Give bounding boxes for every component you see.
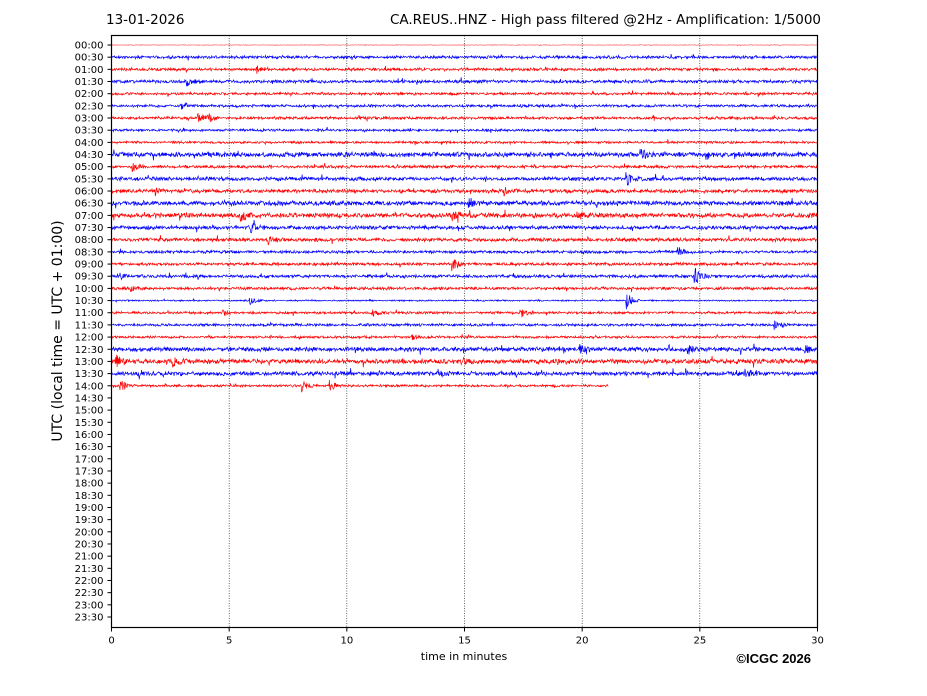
y-tick-label: 03:30 (75, 126, 104, 137)
trace-1100 (111, 309, 818, 318)
trace-1030 (111, 294, 818, 310)
trace-0830 (111, 247, 818, 256)
y-tick-label: 21:30 (75, 564, 104, 575)
trace-1300 (111, 354, 818, 368)
trace-0900 (111, 259, 818, 272)
y-tick-label: 12:00 (75, 333, 104, 344)
y-tick-label: 12:30 (75, 345, 104, 356)
y-tick-label: 20:00 (75, 527, 104, 538)
y-tick-label: 16:00 (75, 430, 104, 441)
x-tick-label: 5 (226, 636, 232, 647)
trace-1230 (111, 343, 818, 355)
trace-0030 (111, 53, 818, 61)
y-tick-label: 01:30 (75, 77, 104, 88)
trace-1330 (111, 368, 818, 380)
y-tick-label: 21:00 (75, 552, 104, 563)
trace-0230 (111, 101, 818, 110)
y-tick-label: 00:00 (75, 41, 104, 52)
trace-0330 (111, 126, 818, 134)
x-tick-label: 0 (108, 636, 114, 647)
y-tick-label: 18:00 (75, 479, 104, 490)
y-tick-label: 02:00 (75, 89, 104, 100)
trace-1130 (111, 320, 818, 330)
y-tick-label: 08:00 (75, 235, 104, 246)
trace-0000 (111, 43, 818, 47)
y-tick-label: 20:30 (75, 539, 104, 550)
x-tick-label: 20 (576, 636, 589, 647)
trace-0430 (111, 148, 818, 161)
y-tick-label: 03:00 (75, 114, 104, 125)
y-tick-label: 09:00 (75, 260, 104, 271)
trace-0300 (111, 112, 818, 123)
y-tick-label: 13:30 (75, 369, 104, 380)
trace-1000 (111, 285, 818, 293)
y-tick-label: 18:30 (75, 491, 104, 502)
y-tick-label: 19:00 (75, 503, 104, 514)
copyright-label: ©ICGC 2026 (736, 651, 811, 666)
y-tick-label: 10:30 (75, 296, 104, 307)
y-tick-label: 02:30 (75, 101, 104, 112)
y-tick-label: 14:00 (75, 381, 104, 392)
y-tick-label: 01:00 (75, 65, 104, 76)
trace-0630 (111, 197, 818, 209)
y-tick-label: 06:30 (75, 199, 104, 210)
y-axis-label: UTC (local time = UTC + 01:00) (50, 220, 66, 441)
y-tick-label: 05:30 (75, 174, 104, 185)
y-tick-label: 08:30 (75, 247, 104, 258)
y-tick-label: 15:00 (75, 406, 104, 417)
y-tick-label: 11:00 (75, 308, 104, 319)
y-tick-label: 22:00 (75, 576, 104, 587)
trace-0500 (111, 162, 818, 173)
trace-0600 (111, 186, 818, 197)
y-tick-label: 10:00 (75, 284, 104, 295)
y-tick-label: 04:00 (75, 138, 104, 149)
y-tick-label: 14:30 (75, 393, 104, 404)
trace-0530 (111, 172, 818, 186)
x-axis-label: time in minutes (421, 650, 508, 663)
chart-title: CA.REUS..HNZ - High pass filtered @2Hz -… (389, 12, 821, 28)
y-tick-label: 07:00 (75, 211, 104, 222)
trace-0700 (111, 209, 818, 223)
y-tick-label: 17:00 (75, 454, 104, 465)
x-tick-label: 25 (693, 636, 706, 647)
trace-0200 (111, 90, 818, 98)
date-label: 13-01-2026 (106, 12, 185, 28)
x-tick-label: 15 (458, 636, 471, 647)
y-tick-label: 23:00 (75, 600, 104, 611)
trace-0130 (111, 77, 818, 87)
y-tick-label: 17:30 (75, 466, 104, 477)
trace-0100 (111, 65, 818, 74)
y-tick-label: 23:30 (75, 613, 104, 624)
y-tick-label: 00:30 (75, 53, 104, 64)
trace-0400 (111, 139, 818, 146)
y-tick-label: 19:30 (75, 515, 104, 526)
y-tick-label: 05:00 (75, 162, 104, 173)
y-tick-label: 22:30 (75, 588, 104, 599)
y-tick-label: 06:00 (75, 187, 104, 198)
y-tick-label: 15:30 (75, 418, 104, 429)
x-tick-label: 30 (811, 636, 824, 647)
trace-0930 (111, 267, 818, 283)
y-tick-label: 11:30 (75, 320, 104, 331)
trace-0800 (111, 235, 818, 246)
x-tick-label: 10 (340, 636, 353, 647)
y-tick-label: 16:30 (75, 442, 104, 453)
y-tick-label: 09:30 (75, 272, 104, 283)
trace-1400 (111, 379, 609, 393)
y-tick-label: 04:30 (75, 150, 104, 161)
y-tick-label: 13:00 (75, 357, 104, 368)
trace-1200 (111, 333, 818, 341)
y-tick-label: 07:30 (75, 223, 104, 234)
trace-0730 (111, 220, 818, 234)
